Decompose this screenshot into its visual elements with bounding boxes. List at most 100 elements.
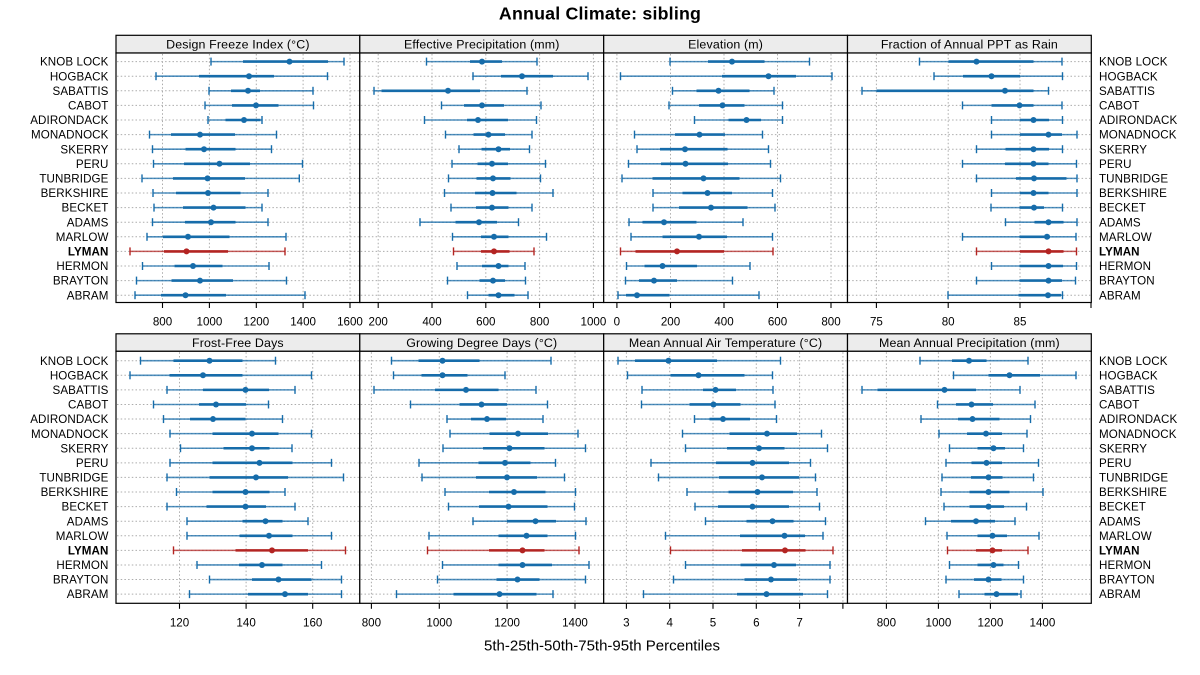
svg-text:SKERRY: SKERRY xyxy=(60,442,108,455)
svg-text:LYMAN: LYMAN xyxy=(68,544,109,557)
svg-text:KNOB LOCK: KNOB LOCK xyxy=(40,56,109,69)
svg-text:CABOT: CABOT xyxy=(1099,399,1139,412)
svg-text:85: 85 xyxy=(1014,316,1027,329)
svg-text:80: 80 xyxy=(942,316,955,329)
svg-text:140: 140 xyxy=(236,616,255,629)
svg-text:1400: 1400 xyxy=(562,616,588,629)
svg-text:1000: 1000 xyxy=(197,316,223,329)
svg-text:800: 800 xyxy=(362,616,381,629)
svg-text:BRAYTON: BRAYTON xyxy=(1099,275,1155,288)
svg-text:1000: 1000 xyxy=(426,616,452,629)
svg-text:BECKET: BECKET xyxy=(1099,501,1146,514)
svg-text:Design Freeze Index (°C): Design Freeze Index (°C) xyxy=(166,37,310,51)
svg-text:ADAMS: ADAMS xyxy=(67,216,109,229)
svg-text:600: 600 xyxy=(768,316,787,329)
svg-text:CABOT: CABOT xyxy=(68,399,108,412)
svg-text:MONADNOCK: MONADNOCK xyxy=(31,129,109,142)
svg-text:ABRAM: ABRAM xyxy=(1099,289,1141,302)
svg-text:BECKET: BECKET xyxy=(62,501,109,514)
svg-text:800: 800 xyxy=(877,616,896,629)
svg-text:KNOB LOCK: KNOB LOCK xyxy=(1099,56,1168,69)
svg-text:Annual Climate: sibling: Annual Climate: sibling xyxy=(499,4,701,24)
svg-text:Frost-Free Days: Frost-Free Days xyxy=(192,336,284,350)
svg-text:SKERRY: SKERRY xyxy=(1099,143,1147,156)
svg-text:SABATTIS: SABATTIS xyxy=(53,384,109,397)
svg-text:BRAYTON: BRAYTON xyxy=(53,275,109,288)
svg-text:1400: 1400 xyxy=(1030,616,1056,629)
svg-text:Growing Degree Days (°C): Growing Degree Days (°C) xyxy=(406,336,557,350)
svg-text:ADAMS: ADAMS xyxy=(67,515,109,528)
svg-text:1200: 1200 xyxy=(243,316,269,329)
svg-text:HOGBACK: HOGBACK xyxy=(1099,369,1158,382)
svg-text:CABOT: CABOT xyxy=(68,100,108,113)
svg-text:HOGBACK: HOGBACK xyxy=(50,70,109,83)
svg-text:LYMAN: LYMAN xyxy=(1099,544,1140,557)
svg-text:PERU: PERU xyxy=(76,158,109,171)
svg-text:5: 5 xyxy=(710,616,716,629)
svg-text:1000: 1000 xyxy=(926,616,952,629)
svg-text:BECKET: BECKET xyxy=(62,202,109,215)
svg-text:7: 7 xyxy=(796,616,802,629)
svg-text:BECKET: BECKET xyxy=(1099,202,1146,215)
svg-text:TUNBRIDGE: TUNBRIDGE xyxy=(1099,472,1168,485)
svg-text:BRAYTON: BRAYTON xyxy=(1099,574,1155,587)
svg-text:SKERRY: SKERRY xyxy=(60,143,108,156)
svg-text:LYMAN: LYMAN xyxy=(1099,246,1140,259)
svg-text:MARLOW: MARLOW xyxy=(56,231,109,244)
svg-text:HOGBACK: HOGBACK xyxy=(1099,70,1158,83)
svg-text:CABOT: CABOT xyxy=(1099,100,1139,113)
svg-text:HERMON: HERMON xyxy=(56,260,108,273)
svg-text:ADIRONDACK: ADIRONDACK xyxy=(1099,413,1177,426)
svg-text:PERU: PERU xyxy=(1099,158,1132,171)
svg-text:1400: 1400 xyxy=(290,316,316,329)
svg-text:TUNBRIDGE: TUNBRIDGE xyxy=(1099,173,1168,186)
svg-text:SABATTIS: SABATTIS xyxy=(1099,85,1155,98)
svg-text:ADAMS: ADAMS xyxy=(1099,515,1141,528)
svg-text:MARLOW: MARLOW xyxy=(1099,530,1152,543)
svg-text:MONADNOCK: MONADNOCK xyxy=(1099,129,1177,142)
svg-text:HERMON: HERMON xyxy=(56,559,108,572)
svg-text:KNOB LOCK: KNOB LOCK xyxy=(40,355,109,368)
svg-text:1200: 1200 xyxy=(494,616,520,629)
svg-text:BERKSHIRE: BERKSHIRE xyxy=(1099,187,1167,200)
svg-text:800: 800 xyxy=(821,316,840,329)
svg-text:ABRAM: ABRAM xyxy=(67,289,109,302)
svg-text:MONADNOCK: MONADNOCK xyxy=(1099,428,1177,441)
svg-text:200: 200 xyxy=(661,316,680,329)
svg-text:Fraction of Annual PPT as Rain: Fraction of Annual PPT as Rain xyxy=(881,37,1058,51)
svg-text:TUNBRIDGE: TUNBRIDGE xyxy=(39,173,108,186)
svg-text:MARLOW: MARLOW xyxy=(1099,231,1152,244)
svg-text:ABRAM: ABRAM xyxy=(1099,588,1141,601)
svg-text:6: 6 xyxy=(753,616,759,629)
svg-text:120: 120 xyxy=(170,616,189,629)
svg-text:5th-25th-50th-75th-95th Percen: 5th-25th-50th-75th-95th Percentiles xyxy=(484,637,720,654)
svg-text:ADIRONDACK: ADIRONDACK xyxy=(30,413,108,426)
svg-text:1600: 1600 xyxy=(337,316,363,329)
svg-text:ABRAM: ABRAM xyxy=(67,588,109,601)
svg-text:4: 4 xyxy=(666,616,673,629)
svg-text:Mean Annual Precipitation (mm): Mean Annual Precipitation (mm) xyxy=(879,336,1060,350)
svg-text:KNOB LOCK: KNOB LOCK xyxy=(1099,355,1168,368)
svg-text:ADAMS: ADAMS xyxy=(1099,216,1141,229)
svg-text:HERMON: HERMON xyxy=(1099,260,1151,273)
svg-text:200: 200 xyxy=(369,316,388,329)
svg-text:1000: 1000 xyxy=(581,316,607,329)
svg-text:BERKSHIRE: BERKSHIRE xyxy=(1099,486,1167,499)
svg-text:800: 800 xyxy=(153,316,172,329)
svg-text:Mean Annual Air Temperature (°: Mean Annual Air Temperature (°C) xyxy=(629,336,822,350)
svg-text:160: 160 xyxy=(303,616,322,629)
svg-text:ADIRONDACK: ADIRONDACK xyxy=(1099,114,1177,127)
svg-text:600: 600 xyxy=(476,316,495,329)
svg-text:800: 800 xyxy=(530,316,549,329)
svg-text:MONADNOCK: MONADNOCK xyxy=(31,428,109,441)
svg-text:PERU: PERU xyxy=(76,457,109,470)
svg-text:BERKSHIRE: BERKSHIRE xyxy=(41,486,109,499)
svg-text:PERU: PERU xyxy=(1099,457,1132,470)
svg-text:LYMAN: LYMAN xyxy=(68,246,109,259)
svg-text:HOGBACK: HOGBACK xyxy=(50,369,109,382)
svg-text:SABATTIS: SABATTIS xyxy=(53,85,109,98)
svg-text:3: 3 xyxy=(623,616,629,629)
svg-text:TUNBRIDGE: TUNBRIDGE xyxy=(39,472,108,485)
svg-text:MARLOW: MARLOW xyxy=(56,530,109,543)
svg-text:Effective Precipitation (mm): Effective Precipitation (mm) xyxy=(404,37,559,51)
